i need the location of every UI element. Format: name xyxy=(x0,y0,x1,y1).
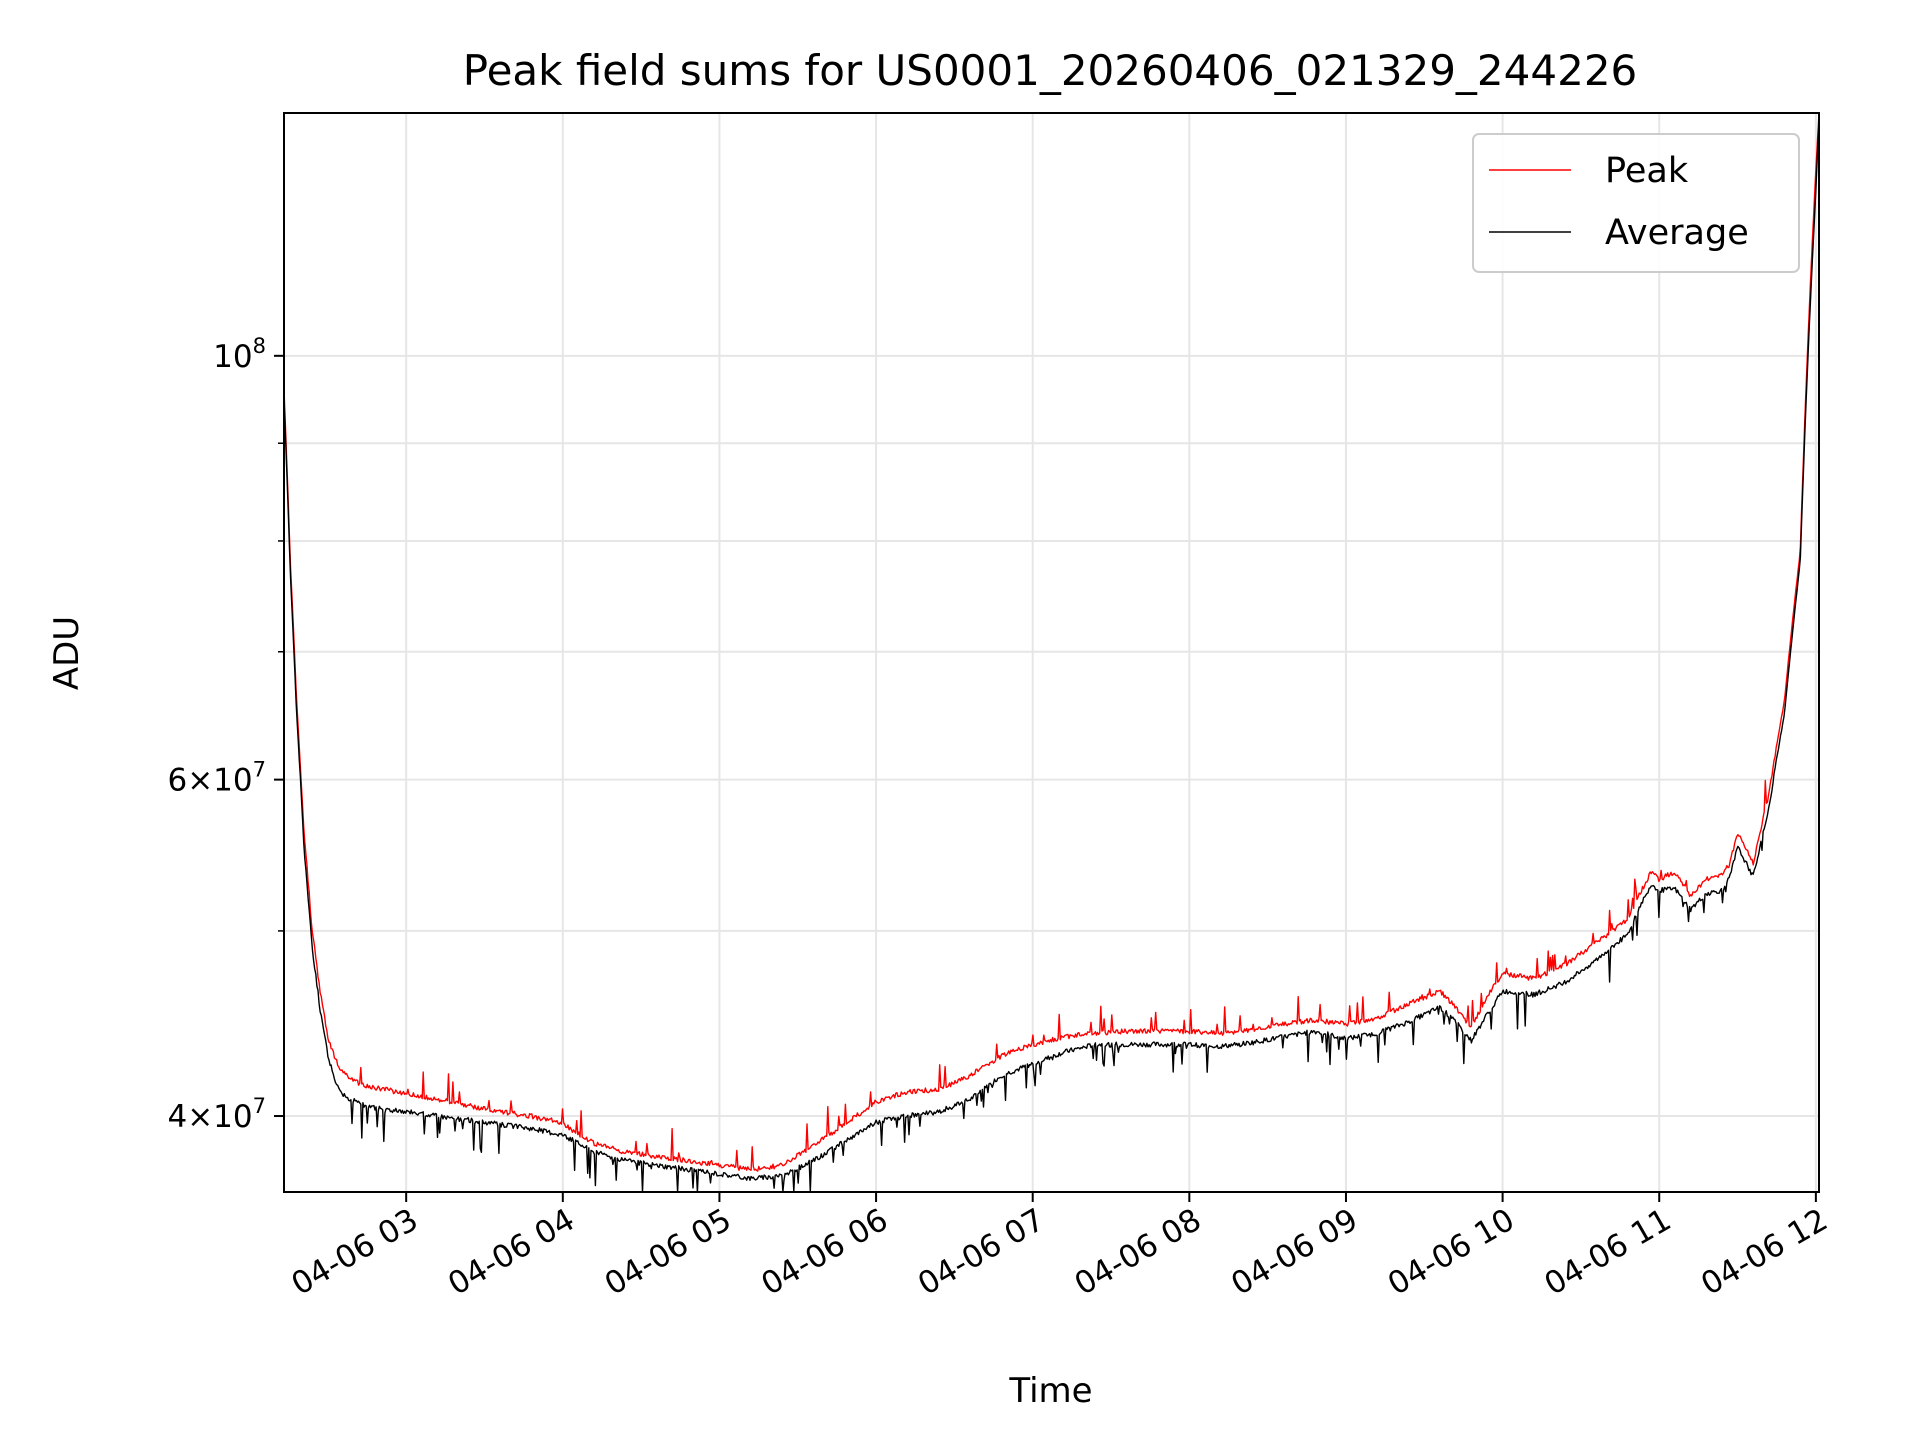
grid-lines xyxy=(284,113,1819,1192)
y-tick-label: 6×107 xyxy=(167,758,266,799)
legend: Peak Average xyxy=(1472,133,1800,273)
legend-label-average: Average xyxy=(1605,213,1749,253)
chart-title: Peak field sums for US0001_20260406_0213… xyxy=(463,46,1638,95)
legend-label-peak: Peak xyxy=(1605,151,1689,191)
plot-frame xyxy=(283,112,1820,1193)
y-axis-label: ADU xyxy=(47,616,87,690)
series-layer xyxy=(284,113,1819,1192)
y-tick-label: 108 xyxy=(213,334,266,375)
y-axis-ticks: 4×107 6×107 108 xyxy=(167,334,284,1135)
series-line-average xyxy=(284,119,1819,1192)
x-axis-label: Time xyxy=(1008,1371,1092,1411)
y-tick-label: 4×107 xyxy=(167,1094,266,1135)
legend-box xyxy=(1472,133,1800,273)
series-line-peak xyxy=(284,113,1819,1172)
